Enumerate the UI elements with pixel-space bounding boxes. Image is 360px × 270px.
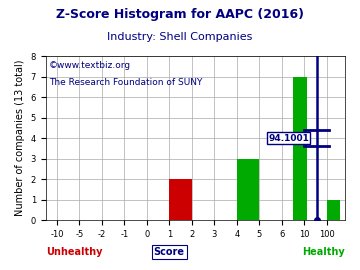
Bar <box>327 200 341 220</box>
Text: ©www.textbiz.org: ©www.textbiz.org <box>49 61 131 70</box>
Bar <box>170 179 192 220</box>
Text: 94.1001: 94.1001 <box>268 134 309 143</box>
Bar <box>237 159 260 220</box>
Text: Z-Score Histogram for AAPC (2016): Z-Score Histogram for AAPC (2016) <box>56 8 304 21</box>
Text: Industry: Shell Companies: Industry: Shell Companies <box>107 32 253 42</box>
Text: Unhealthy: Unhealthy <box>46 247 102 257</box>
Bar <box>293 77 307 220</box>
Text: Score: Score <box>154 247 185 257</box>
Text: The Research Foundation of SUNY: The Research Foundation of SUNY <box>49 77 202 87</box>
Text: Healthy: Healthy <box>302 247 345 257</box>
Y-axis label: Number of companies (13 total): Number of companies (13 total) <box>15 60 25 217</box>
